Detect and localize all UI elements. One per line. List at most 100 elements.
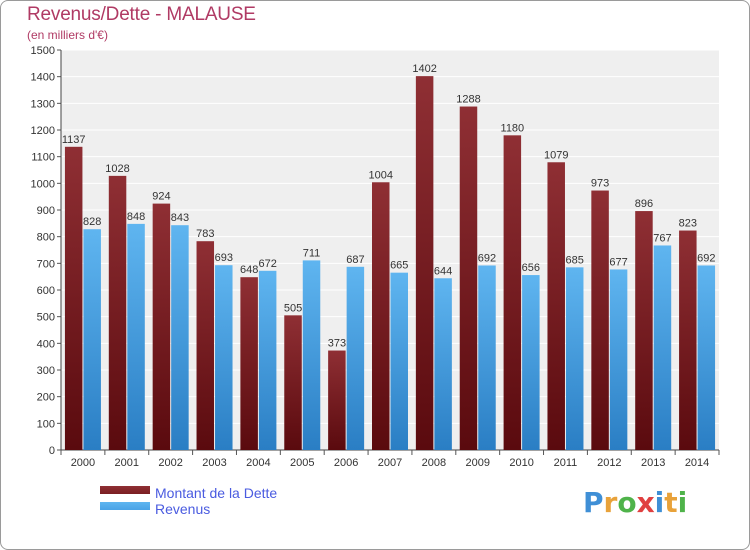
x-tick-label: 2005 bbox=[290, 457, 314, 469]
bar-dette bbox=[240, 277, 258, 450]
bar-dette bbox=[635, 211, 653, 450]
bar-dette bbox=[415, 76, 434, 450]
data-label-revenus: 656 bbox=[522, 262, 540, 274]
x-tick-label: 2002 bbox=[158, 457, 182, 469]
bar-revenus bbox=[697, 265, 716, 450]
data-label-dette: 1079 bbox=[544, 149, 568, 161]
bar-revenus bbox=[258, 270, 277, 450]
bar-revenus bbox=[215, 265, 233, 450]
bar-dette bbox=[547, 162, 565, 450]
y-tick-label: 600 bbox=[37, 285, 55, 297]
bar-dette bbox=[591, 190, 609, 451]
logo-letter: r bbox=[603, 486, 618, 519]
bar-dette bbox=[284, 315, 302, 450]
y-tick-label: 900 bbox=[37, 205, 55, 217]
bar-revenus bbox=[346, 266, 365, 450]
data-label-dette: 1180 bbox=[501, 122, 525, 134]
bar-revenus bbox=[434, 278, 452, 450]
bar-dette bbox=[679, 230, 697, 450]
bar-revenus bbox=[127, 223, 145, 450]
x-tick-label: 2003 bbox=[202, 457, 226, 469]
bar-revenus bbox=[653, 245, 672, 450]
data-label-dette: 1402 bbox=[412, 63, 436, 75]
bar-dette bbox=[328, 350, 346, 450]
data-label-revenus: 711 bbox=[303, 247, 321, 259]
data-label-revenus: 693 bbox=[215, 252, 233, 264]
x-tick-label: 2010 bbox=[509, 457, 533, 469]
logo-letter: t bbox=[664, 486, 678, 519]
y-tick-label: 1400 bbox=[31, 72, 55, 84]
y-tick-label: 800 bbox=[37, 232, 55, 244]
data-label-dette: 1288 bbox=[456, 94, 480, 106]
y-tick-label: 1100 bbox=[31, 152, 55, 164]
bar-dette bbox=[503, 135, 522, 451]
x-tick-label: 2012 bbox=[597, 457, 621, 469]
bar-revenus bbox=[522, 275, 540, 450]
bar-dette bbox=[152, 203, 171, 450]
data-label-revenus: 843 bbox=[171, 212, 189, 224]
data-label-revenus: 692 bbox=[478, 252, 496, 264]
proxiti-logo: Proxiti bbox=[583, 486, 687, 519]
bar-dette bbox=[108, 175, 127, 450]
x-tick-label: 2000 bbox=[71, 457, 95, 469]
data-label-dette: 896 bbox=[635, 198, 653, 210]
logo-letter: o bbox=[617, 486, 637, 519]
y-tick-label: 1200 bbox=[31, 125, 55, 137]
bar-revenus bbox=[609, 269, 628, 450]
data-label-dette: 823 bbox=[679, 218, 697, 230]
x-tick-label: 2006 bbox=[334, 457, 358, 469]
data-label-revenus: 665 bbox=[390, 260, 408, 272]
chart-title: Revenus/Dette - MALAUSE bbox=[27, 4, 256, 25]
y-tick-label: 1300 bbox=[31, 98, 55, 110]
logo-letter: P bbox=[583, 486, 604, 519]
data-label-dette: 1137 bbox=[62, 134, 86, 146]
x-tick-label: 2004 bbox=[246, 457, 270, 469]
y-tick-label: 300 bbox=[37, 365, 55, 377]
y-tick-label: 500 bbox=[37, 312, 55, 324]
y-tick-label: 100 bbox=[37, 418, 55, 430]
data-label-dette: 1028 bbox=[105, 163, 129, 175]
x-tick-label: 2013 bbox=[641, 457, 665, 469]
data-label-revenus: 685 bbox=[566, 254, 584, 266]
data-label-revenus: 677 bbox=[609, 256, 627, 268]
y-tick-label: 400 bbox=[37, 338, 55, 350]
bar-revenus bbox=[565, 267, 584, 450]
bar-revenus bbox=[390, 272, 408, 450]
x-tick-label: 2014 bbox=[685, 457, 709, 469]
bar-dette bbox=[64, 146, 83, 451]
x-tick-label: 2001 bbox=[115, 457, 139, 469]
x-tick-label: 2007 bbox=[378, 457, 402, 469]
y-tick-label: 1500 bbox=[31, 45, 55, 57]
data-label-revenus: 672 bbox=[258, 258, 276, 270]
y-tick-label: 700 bbox=[37, 258, 55, 270]
logo-letter: i bbox=[654, 486, 665, 519]
bar-dette bbox=[459, 106, 478, 451]
x-tick-label: 2009 bbox=[465, 457, 489, 469]
logo-letter: i bbox=[677, 486, 688, 519]
bar-revenus bbox=[171, 225, 189, 450]
bar-dette bbox=[372, 182, 390, 450]
data-label-revenus: 692 bbox=[697, 252, 715, 264]
y-tick-label: 0 bbox=[49, 445, 55, 457]
plot-area bbox=[61, 50, 719, 450]
data-label-revenus: 828 bbox=[83, 216, 101, 228]
data-label-dette: 648 bbox=[240, 264, 258, 276]
data-label-dette: 1004 bbox=[369, 169, 393, 181]
chart-subtitle: (en milliers d'€) bbox=[27, 28, 108, 42]
bar-revenus bbox=[478, 265, 496, 450]
legend-swatch-revenus bbox=[100, 502, 150, 510]
data-label-revenus: 687 bbox=[346, 254, 364, 266]
y-tick-label: 200 bbox=[37, 392, 55, 404]
data-label-dette: 783 bbox=[196, 228, 214, 240]
bar-revenus bbox=[302, 260, 321, 450]
data-label-revenus: 644 bbox=[434, 265, 452, 277]
legend-label-dette: Montant de la Dette bbox=[155, 485, 278, 501]
y-tick-label: 1000 bbox=[31, 178, 55, 190]
data-label-revenus: 767 bbox=[653, 232, 671, 244]
legend-swatch-dette bbox=[100, 486, 150, 494]
bar-dette bbox=[196, 241, 215, 450]
x-tick-label: 2011 bbox=[554, 457, 578, 469]
x-tick-label: 2008 bbox=[422, 457, 446, 469]
data-label-dette: 505 bbox=[284, 302, 302, 314]
